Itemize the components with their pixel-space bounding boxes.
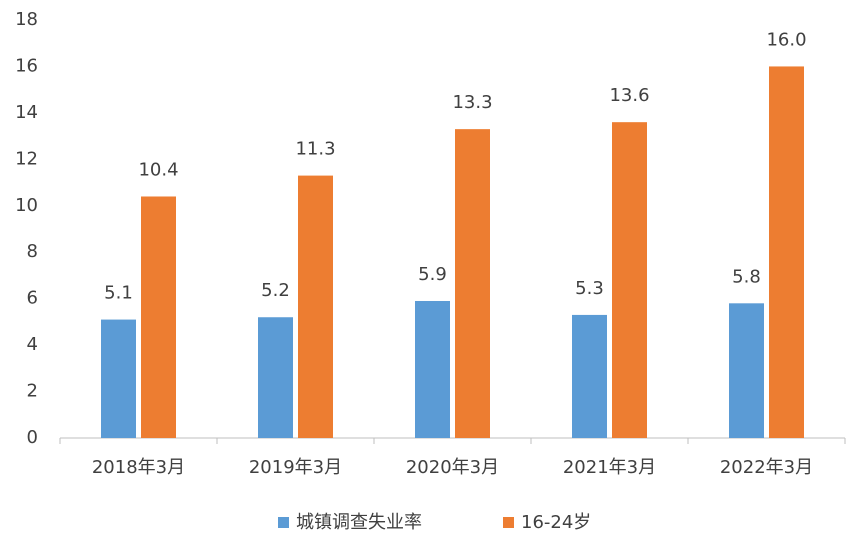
data-label: 5.2 xyxy=(261,280,290,301)
data-label: 13.3 xyxy=(452,92,492,113)
legend-swatch xyxy=(278,517,289,528)
data-label: 5.1 xyxy=(104,283,133,304)
bar xyxy=(258,317,293,438)
legend-label: 城镇调查失业率 xyxy=(296,512,422,533)
y-tick-label: 2 xyxy=(27,381,38,402)
data-label: 5.8 xyxy=(732,266,761,287)
y-tick-label: 10 xyxy=(15,195,38,216)
bar xyxy=(141,196,176,438)
bar xyxy=(612,122,647,438)
bar xyxy=(101,319,136,438)
x-tick-label: 2021年3月 xyxy=(563,457,656,478)
bar xyxy=(298,175,333,439)
bar xyxy=(729,303,764,438)
data-label: 16.0 xyxy=(766,29,806,50)
y-tick-label: 8 xyxy=(27,241,38,262)
y-tick-label: 16 xyxy=(15,55,38,76)
bar xyxy=(455,129,490,438)
bar xyxy=(415,300,450,438)
y-tick-label: 12 xyxy=(15,148,38,169)
y-tick-label: 4 xyxy=(27,334,38,355)
bar xyxy=(572,314,607,438)
data-label: 5.3 xyxy=(575,278,604,299)
bar xyxy=(769,66,804,438)
y-tick-label: 6 xyxy=(27,288,38,309)
data-label: 13.6 xyxy=(609,85,649,106)
x-tick-label: 2018年3月 xyxy=(92,457,185,478)
data-label: 10.4 xyxy=(138,159,178,180)
data-label: 5.9 xyxy=(418,264,447,285)
y-tick-label: 0 xyxy=(27,427,38,448)
data-label: 11.3 xyxy=(295,139,335,160)
x-tick-label: 2020年3月 xyxy=(406,457,499,478)
y-tick-label: 14 xyxy=(15,102,38,123)
x-tick-label: 2019年3月 xyxy=(249,457,342,478)
x-tick-label: 2022年3月 xyxy=(720,457,813,478)
y-tick-label: 18 xyxy=(15,9,38,30)
legend-label: 16-24岁 xyxy=(521,512,591,533)
legend-swatch xyxy=(503,517,514,528)
